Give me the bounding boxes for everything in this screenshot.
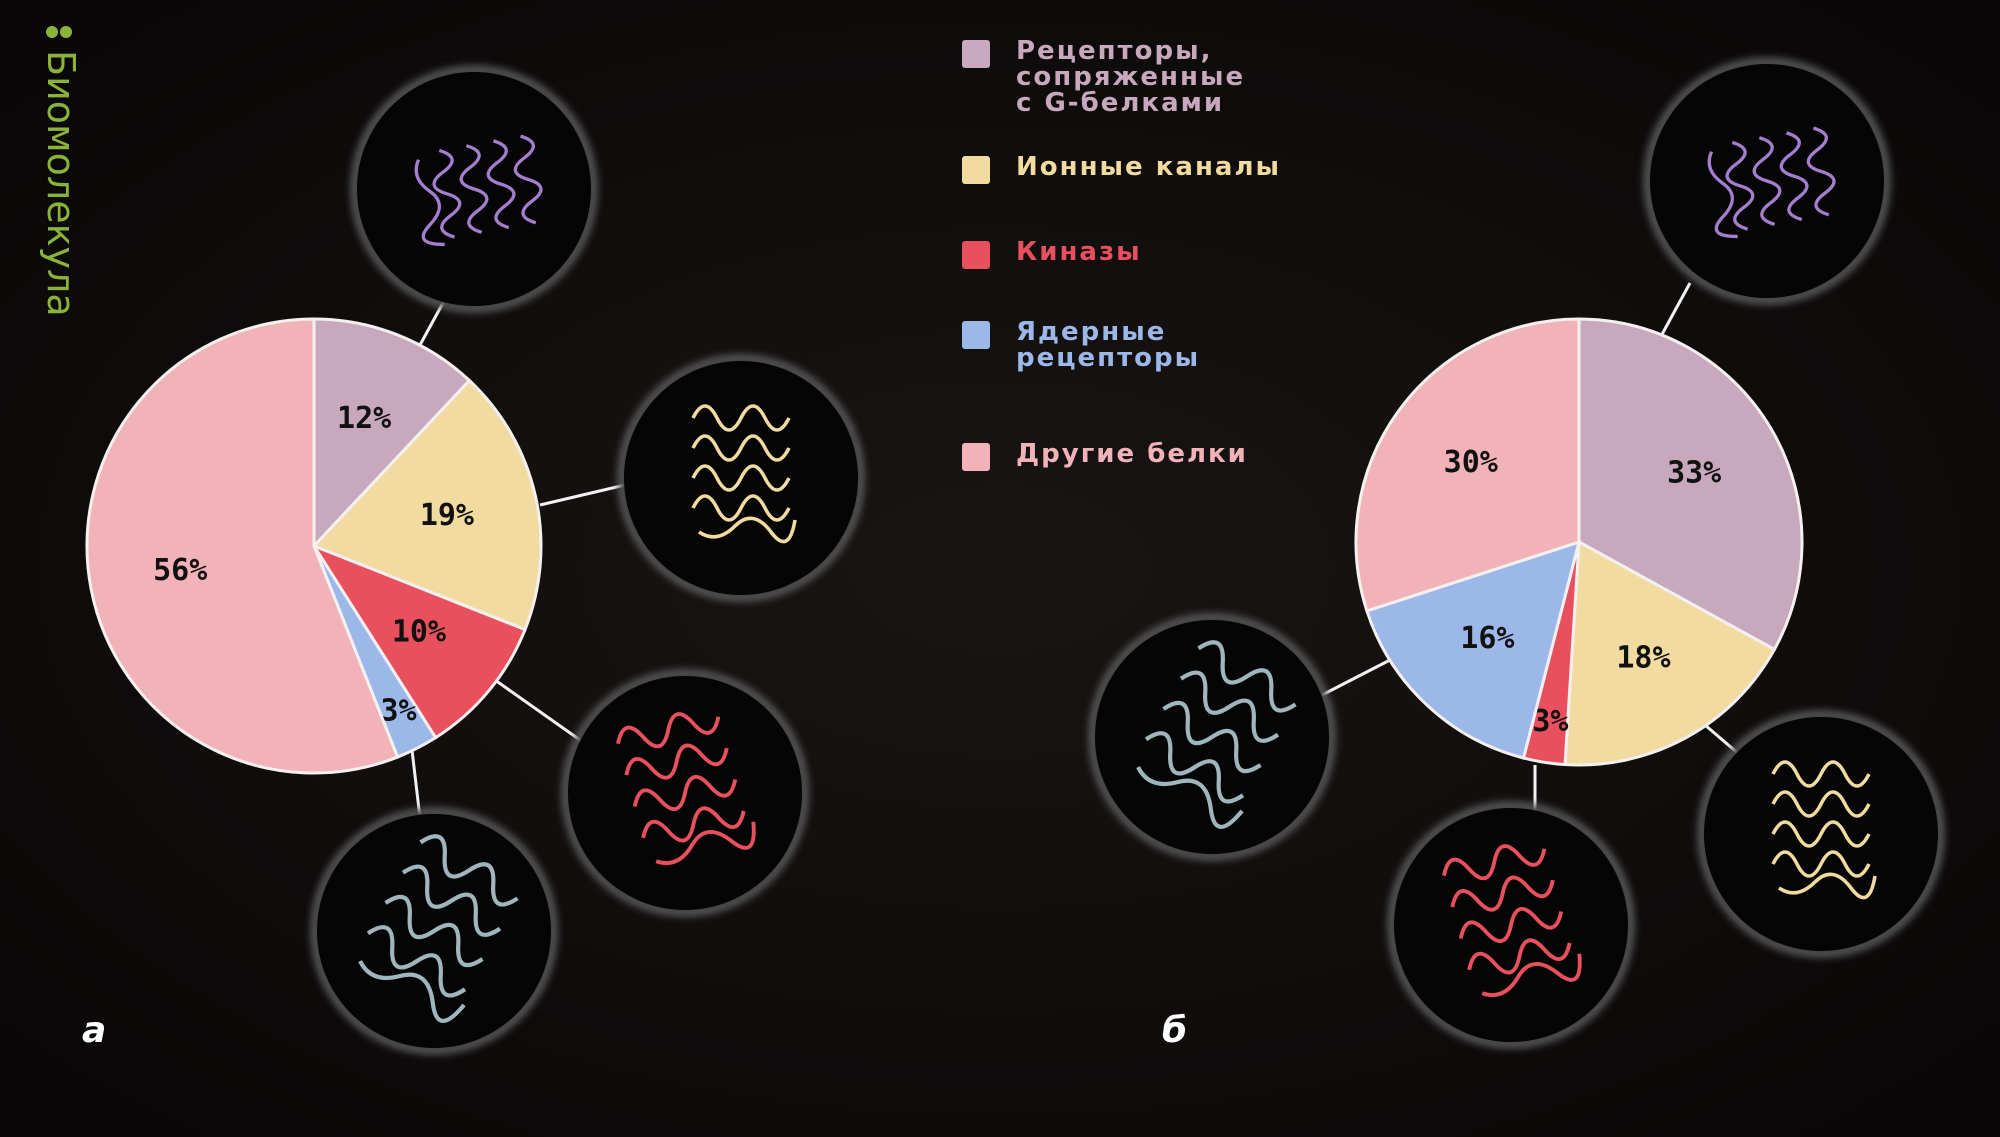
legend-label: Рецепторы, сопряженные с G-белками	[1016, 36, 1246, 118]
pie-slice	[1577, 317, 1804, 652]
pie-slice	[310, 542, 528, 740]
pie-slice	[312, 317, 472, 550]
value-label: 10%	[392, 614, 446, 649]
brand-dot	[60, 26, 72, 38]
legend-swatch	[962, 156, 990, 184]
legend-label: Ионные каналы	[1016, 152, 1282, 182]
legend-swatch	[962, 241, 990, 269]
legend-swatch	[962, 40, 990, 68]
legend-swatch	[962, 321, 990, 349]
value-label: 19%	[420, 498, 474, 533]
chart-label: а	[82, 1010, 106, 1051]
protein-circles	[311, 58, 1944, 1054]
legend-label: Другие белки	[1016, 439, 1248, 469]
legend-swatch	[962, 443, 990, 471]
value-label: 56%	[153, 553, 207, 588]
brand-dot	[46, 26, 58, 38]
value-label: 3%	[380, 693, 416, 728]
pie-slice	[1354, 317, 1581, 613]
pie-slice	[1365, 539, 1582, 760]
chart-label: б	[1162, 1010, 1187, 1051]
value-label: 3%	[1532, 704, 1568, 739]
connectors	[410, 282, 1741, 836]
pie-slice	[85, 317, 400, 775]
brand: Биомолекула	[39, 50, 83, 317]
value-label: 33%	[1667, 455, 1721, 490]
legend-label: Киназы	[1016, 237, 1142, 267]
pie-slice	[1563, 539, 1777, 767]
value-label: 30%	[1444, 445, 1498, 480]
value-label: 12%	[337, 401, 391, 436]
value-label: 18%	[1616, 641, 1670, 676]
legend-label: Ядерные рецепторы	[1016, 317, 1201, 373]
value-label: 16%	[1460, 621, 1514, 656]
